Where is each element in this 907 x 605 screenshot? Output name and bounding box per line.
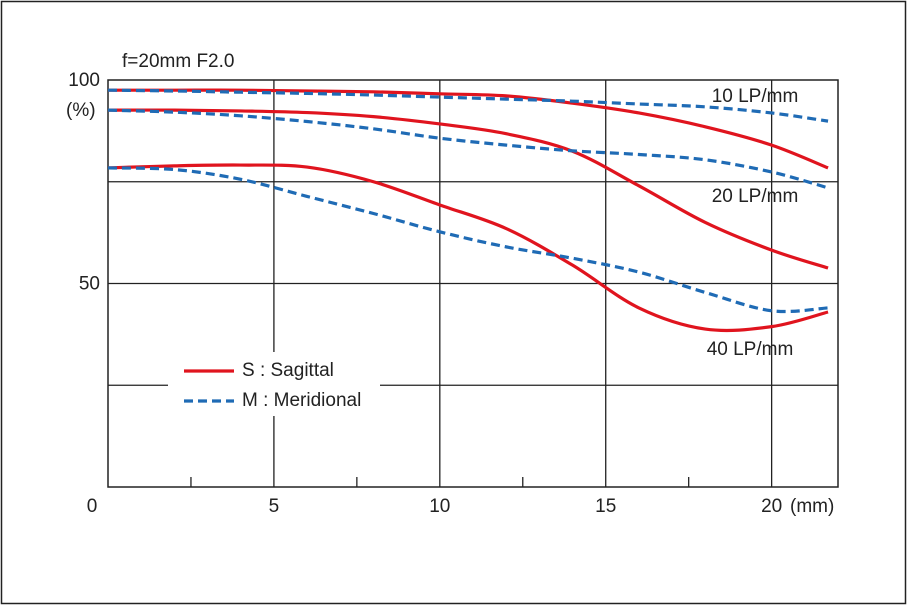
x-tick-label: 10 xyxy=(429,496,450,517)
legend-box xyxy=(168,352,380,416)
y-tick-label: 100 xyxy=(68,70,100,91)
sagittal-line xyxy=(107,88,829,170)
series-label: 40 LP/mm xyxy=(707,339,794,360)
y-unit: (%) xyxy=(66,100,96,121)
x-tick-label: 0 xyxy=(87,496,98,517)
x-tick-label: 20 xyxy=(761,496,782,517)
legend-label: S : Sagittal xyxy=(242,360,334,381)
sagittal-line xyxy=(107,163,829,333)
series-label: 10 LP/mm xyxy=(712,86,799,107)
legend-label: M : Meridional xyxy=(242,390,361,411)
x-tick-label: 15 xyxy=(595,496,616,517)
series-label: 20 LP/mm xyxy=(712,186,799,207)
sagittal-line xyxy=(107,108,829,270)
x-tick-label: 5 xyxy=(269,496,280,517)
plot-border xyxy=(107,79,839,488)
meridional-line xyxy=(107,166,829,314)
chart-title: f=20mm F2.0 xyxy=(122,51,234,72)
x-unit: (mm) xyxy=(790,496,834,517)
y-tick-label: 50 xyxy=(79,274,100,295)
